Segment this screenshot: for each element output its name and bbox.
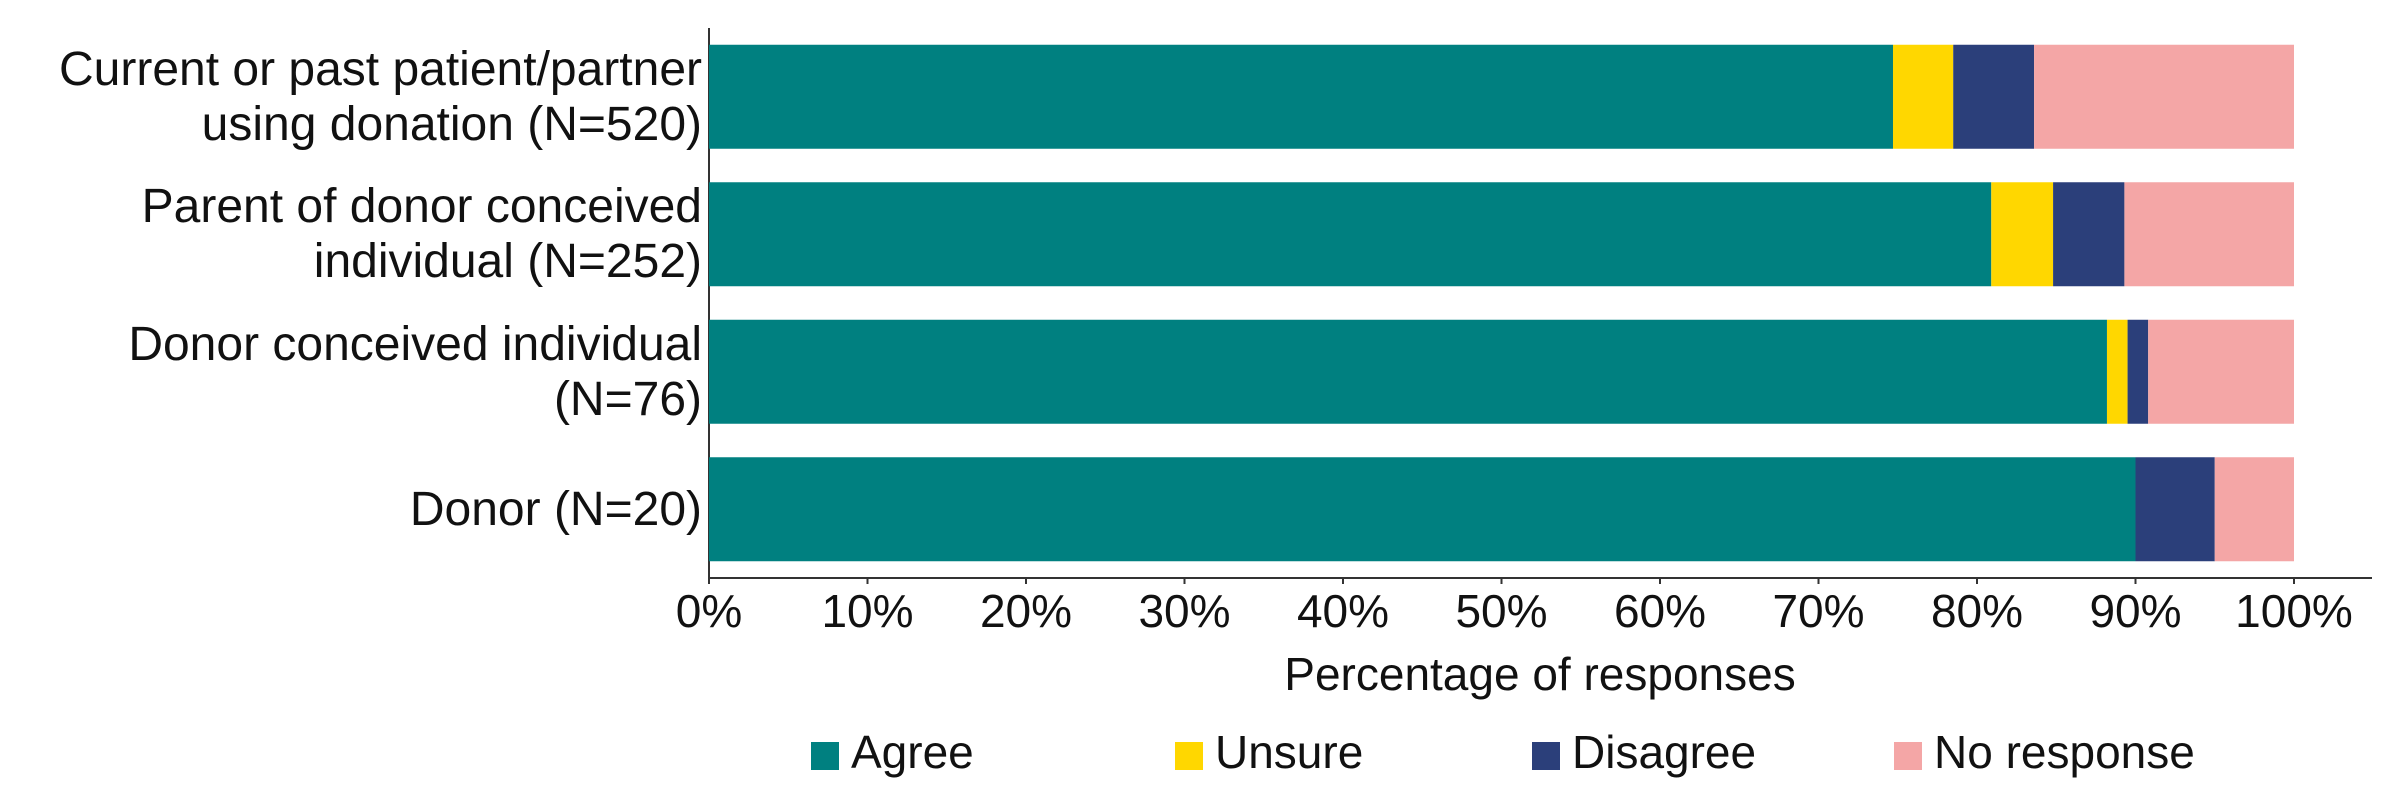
legend-swatch (1532, 742, 1560, 770)
bar-segment (709, 457, 2136, 562)
x-tick-label: 50% (1455, 585, 1547, 637)
bar-segment (2053, 182, 2125, 287)
x-tick-label: 90% (2089, 585, 2181, 637)
bar-segment (2106, 319, 2128, 424)
legend-swatch (811, 742, 839, 770)
bar-segment (2135, 457, 2215, 562)
legend-swatch (1894, 742, 1922, 770)
legend-label: Agree (851, 726, 974, 778)
legend-label: Disagree (1572, 726, 1756, 778)
x-tick-label: 0% (676, 585, 742, 637)
x-tick-label: 80% (1931, 585, 2023, 637)
y-tick-label: Donor (N=20) (409, 482, 702, 536)
y-tick-label: Donor conceived individual (N=76) (128, 317, 702, 426)
x-tick-label: 40% (1297, 585, 1389, 637)
x-axis-title: Percentage of responses (1284, 648, 1795, 700)
bar-segment (2214, 457, 2294, 562)
x-tick-label: 100% (2235, 585, 2353, 637)
legend-label: Unsure (1215, 726, 1363, 778)
legend-swatch (1175, 742, 1203, 770)
x-tick-label: 10% (821, 585, 913, 637)
bar-segment (709, 319, 2107, 424)
legend-label: No response (1934, 726, 2195, 778)
bar-segment (2034, 44, 2294, 149)
bar-segment (2148, 319, 2294, 424)
bar-segment (2124, 182, 2294, 287)
bar-segment (1991, 182, 2054, 287)
bar-segment (1953, 44, 2035, 149)
x-tick-label: 20% (980, 585, 1072, 637)
y-tick-label: Parent of donor conceived individual (N=… (141, 180, 702, 289)
y-tick-label: Current or past patient/partner using do… (58, 42, 702, 151)
x-tick-label: 60% (1614, 585, 1706, 637)
bar-segment (2127, 319, 2149, 424)
x-tick-label: 70% (1772, 585, 1864, 637)
bar-segment (1892, 44, 1954, 149)
bar-segment (709, 44, 1893, 149)
bar-segment (709, 182, 1992, 287)
x-tick-label: 30% (1138, 585, 1230, 637)
